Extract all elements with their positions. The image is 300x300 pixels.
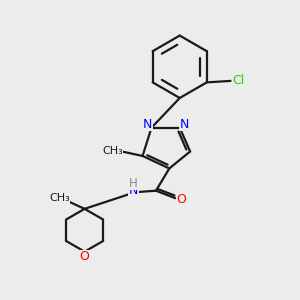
Text: Cl: Cl [233,74,245,87]
Text: N: N [129,184,138,197]
Text: O: O [176,193,186,206]
Text: CH₃: CH₃ [102,146,123,156]
Text: O: O [80,250,89,263]
Text: N: N [179,118,189,130]
Text: CH₃: CH₃ [49,194,70,203]
Text: H: H [129,177,138,190]
Text: N: N [143,118,153,130]
